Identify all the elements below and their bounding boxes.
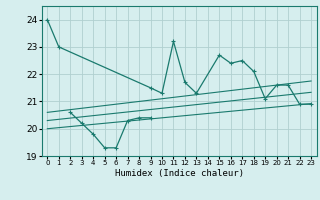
X-axis label: Humidex (Indice chaleur): Humidex (Indice chaleur): [115, 169, 244, 178]
